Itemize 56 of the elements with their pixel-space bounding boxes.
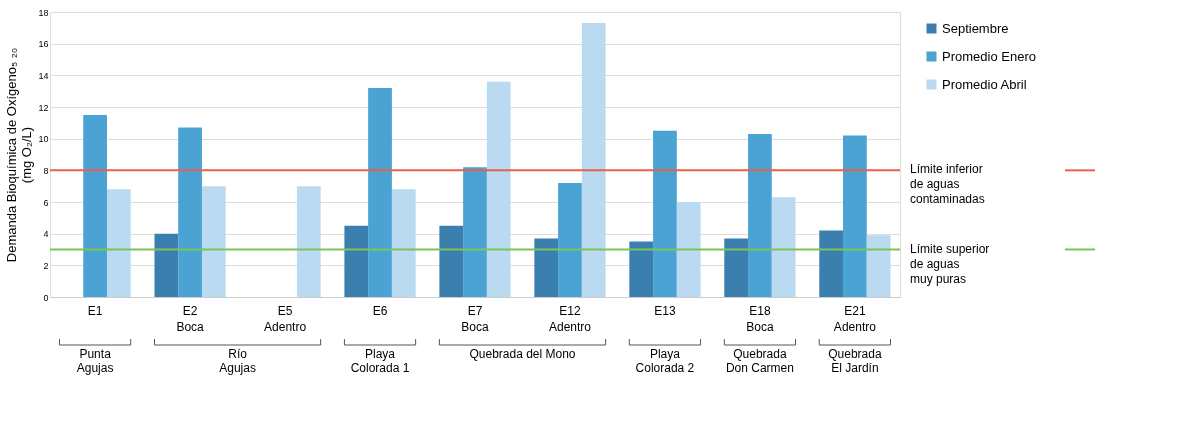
x-tick-label: E5 Adentro	[264, 303, 307, 334]
x-tick-label: E18 Boca	[746, 303, 774, 334]
bar	[368, 88, 392, 297]
legend-label: Promedio Enero	[942, 48, 1036, 64]
bar	[154, 233, 179, 297]
bar	[866, 235, 891, 297]
x-tick-label: E12 Adentro	[548, 303, 592, 334]
bar	[201, 186, 226, 297]
ref-line-label: Límite inferior de aguas contaminadas	[910, 162, 985, 207]
text: Playa Colorada 1	[350, 347, 410, 375]
x-tick-label: E7 Boca	[461, 303, 489, 334]
legend-label: Septiembre	[942, 20, 1009, 36]
y-tick-label: 14	[38, 70, 49, 81]
bar	[296, 186, 321, 297]
text: Río Agujas	[219, 347, 256, 375]
ref-line-label: Límite superior de aguas muy puras	[910, 241, 990, 286]
bar	[581, 23, 606, 297]
text: Playa Colorada 2	[635, 347, 695, 375]
y-tick-label: 0	[43, 292, 49, 303]
bar	[534, 238, 559, 297]
x-tick-label: E2 Boca	[176, 303, 205, 334]
bar	[178, 127, 202, 297]
bar	[463, 167, 487, 297]
text: Punta Agujas	[76, 347, 114, 375]
legend-label: Promedio Abril	[942, 76, 1027, 92]
y-tick-label: 16	[38, 39, 49, 50]
bar	[629, 241, 654, 297]
bar	[676, 202, 701, 297]
text: Quebrada del Mono	[469, 347, 576, 361]
bar	[83, 114, 107, 297]
x-tick-label: E21 Adentro	[833, 303, 877, 334]
x-tick-label: E13	[654, 303, 676, 318]
text: Quebrada El Jardín	[828, 347, 882, 375]
y-tick-label: 4	[43, 229, 49, 240]
bar	[819, 230, 844, 297]
bar	[344, 225, 369, 297]
x-tick-label: E6	[372, 303, 388, 318]
bar	[558, 183, 582, 297]
y-axis-title: Demanda Bioquímica de Oxígeno₅ ₂₀ (mg O₂/L)	[4, 47, 35, 263]
y-tick-label: 10	[38, 134, 49, 145]
bar	[106, 189, 131, 297]
x-tick-label: E1	[87, 303, 103, 318]
bar	[486, 81, 511, 297]
y-tick-label: 8	[43, 165, 49, 176]
bar	[653, 130, 677, 297]
y-tick-label: 18	[38, 7, 49, 18]
y-tick-label: 12	[38, 102, 49, 113]
bar	[724, 238, 749, 297]
bar	[843, 135, 867, 297]
text: Quebrada Don Carmen	[725, 347, 794, 375]
y-tick-label: 2	[43, 260, 49, 271]
bar	[439, 225, 464, 297]
y-tick-label: 6	[43, 197, 49, 208]
bar	[771, 197, 796, 297]
bar	[391, 189, 416, 297]
bar	[748, 133, 772, 297]
